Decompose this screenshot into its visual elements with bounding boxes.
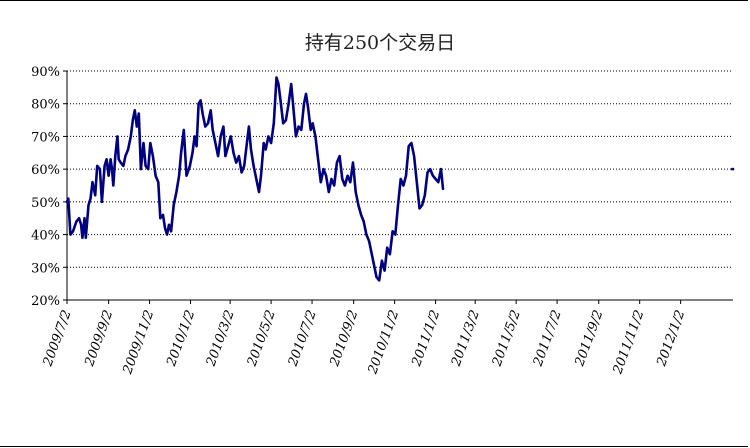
x-tick-label: 2010/1/2 [164, 308, 198, 369]
x-tick-label: 2009/7/2 [40, 308, 74, 369]
x-tick-label: 2011/3/2 [449, 308, 483, 369]
chart-title: 持有250个交易日 [305, 32, 455, 54]
x-tick-label: 2009/11/2 [120, 308, 157, 377]
y-axis-ticks: 90% 80% 70% 60% 50% 40% 30% 20% [31, 65, 67, 309]
y-tick-label: 40% [31, 229, 60, 244]
x-tick-label: 2011/5/2 [489, 308, 523, 369]
y-tick-label: 50% [31, 196, 60, 211]
x-tick-label: 2011/1/2 [409, 308, 443, 369]
x-tick-label: 2009/9/2 [82, 308, 116, 369]
x-tick-label: 2012/1/2 [654, 308, 688, 369]
x-tick-label: 2011/7/2 [530, 308, 564, 369]
y-tick-label: 70% [31, 130, 60, 145]
x-tick-label: 2011/9/2 [572, 308, 606, 369]
series-group [67, 77, 733, 280]
gridlines [67, 71, 733, 267]
x-tick-label: 2011/11/2 [610, 308, 647, 377]
y-tick-label: 60% [31, 163, 60, 178]
x-tick-label: 2010/11/2 [365, 308, 402, 377]
y-tick-label: 90% [31, 65, 60, 80]
x-tick-label: 2010/7/2 [285, 308, 319, 369]
y-tick-label: 80% [31, 98, 60, 113]
y-tick-label: 20% [31, 294, 60, 309]
series-line [67, 78, 443, 281]
x-tick-label: 2010/9/2 [327, 308, 361, 369]
x-tick-label: 2010/5/2 [244, 308, 278, 369]
y-tick-label: 30% [31, 261, 60, 276]
x-tick-label: 2010/3/2 [203, 308, 237, 369]
